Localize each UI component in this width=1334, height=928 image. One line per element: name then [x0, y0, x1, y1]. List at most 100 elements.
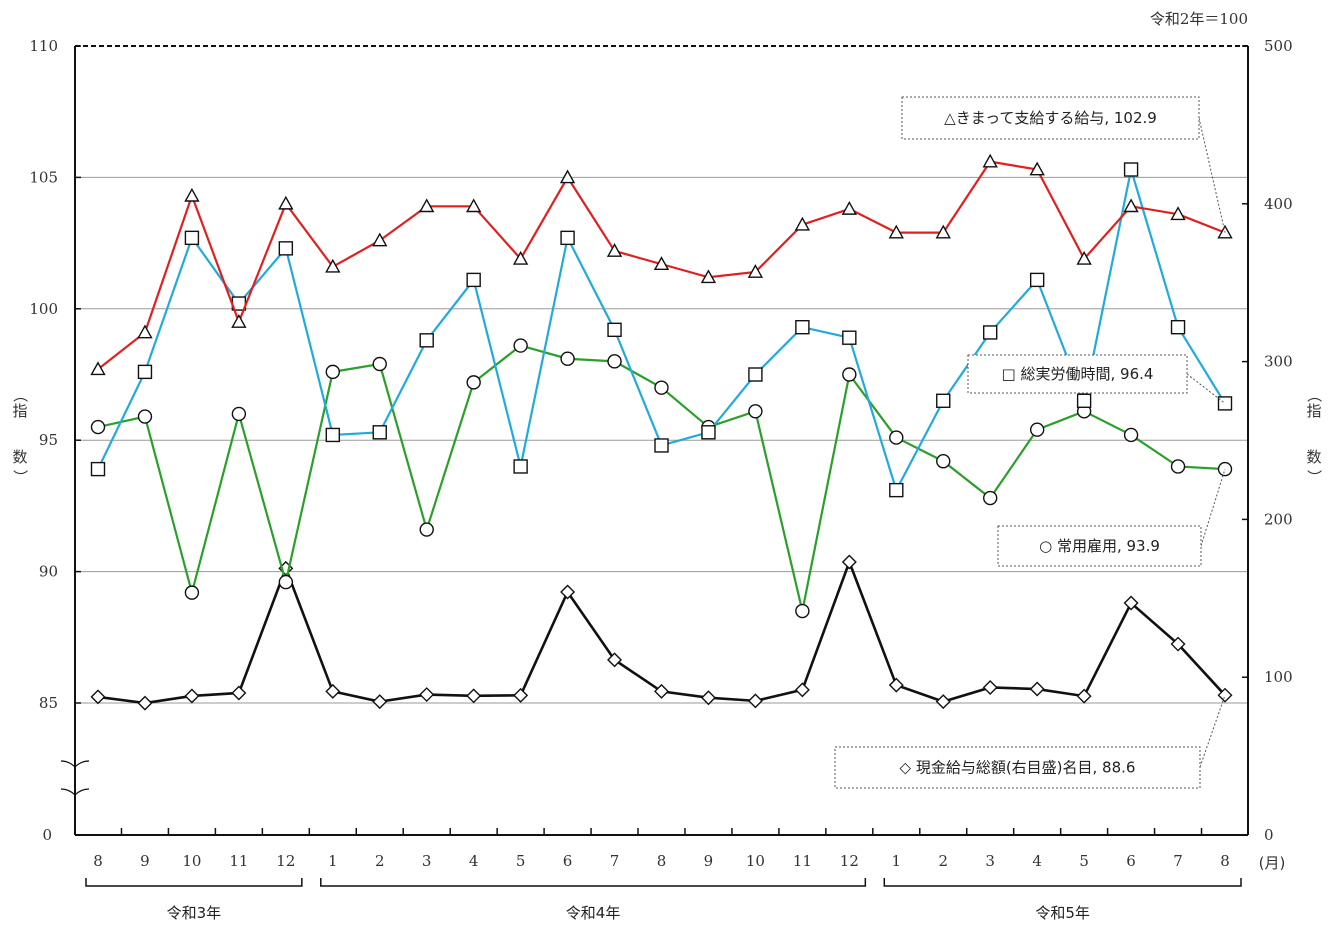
square-marker	[889, 482, 904, 498]
month-label: 1	[892, 852, 902, 870]
year-bracket	[883, 878, 1242, 887]
legend-label: △きまって支給する給与, 102.9	[944, 109, 1157, 127]
diamond-marker	[419, 687, 435, 703]
legend-box	[967, 354, 1188, 394]
legend-leader-line	[1198, 117, 1226, 233]
triangle-marker	[465, 198, 482, 213]
month-label: 10	[746, 852, 765, 870]
diamond-marker	[372, 694, 388, 710]
circle-marker	[936, 454, 951, 469]
triangle-marker	[137, 324, 153, 339]
axis-break-mark	[60, 760, 90, 768]
diamond-marker	[325, 683, 341, 699]
circle-marker	[419, 522, 434, 537]
series-triangle	[90, 153, 1233, 376]
series-circle	[90, 338, 1233, 619]
circle-marker	[372, 356, 387, 372]
svg-text:（: （	[11, 387, 29, 402]
diamond-marker	[607, 652, 623, 668]
diamond-marker	[231, 685, 247, 701]
legend-triangle: △きまって支給する給与, 102.9	[901, 96, 1226, 233]
square-marker	[278, 241, 294, 256]
diamond-marker	[1170, 636, 1186, 652]
legend-label: ◇ 現金給与総額(右目盛)名目, 88.6	[900, 759, 1136, 777]
square-marker	[1123, 162, 1139, 177]
index-base-note: 令和2年＝100	[1150, 10, 1248, 28]
triangle-marker	[653, 256, 670, 271]
month-label: 8	[1220, 852, 1230, 870]
legend-box	[901, 96, 1200, 140]
month-label: 3	[985, 852, 995, 870]
square-marker	[654, 438, 669, 453]
month-label: 9	[140, 852, 150, 870]
triangle-marker	[419, 198, 435, 213]
circle-marker	[137, 409, 153, 424]
svg-text:）: ）	[11, 469, 29, 484]
month-label: 3	[422, 852, 432, 870]
diamond-marker	[513, 687, 529, 703]
circle-marker	[325, 364, 340, 380]
series-line	[97, 558, 1226, 705]
left-tick-label: 110	[29, 37, 58, 55]
triangle-marker	[841, 200, 858, 215]
circle-marker	[654, 380, 669, 395]
circle-marker	[513, 338, 528, 353]
right-tick-label: 200	[1264, 510, 1293, 528]
square-marker	[372, 425, 387, 440]
month-label: 6	[563, 852, 573, 870]
diamond-marker	[184, 688, 200, 704]
diamond-marker	[888, 677, 904, 693]
year-bracket	[320, 878, 867, 887]
circle-marker	[560, 351, 575, 366]
month-label: 2	[938, 852, 948, 870]
month-label: 7	[1173, 852, 1183, 870]
series-lines	[90, 153, 1233, 711]
square-marker	[842, 330, 857, 345]
triangle-marker	[278, 195, 294, 210]
right-tick-label: 0	[1264, 826, 1274, 844]
circle-marker	[842, 367, 857, 382]
circle-marker	[1123, 427, 1139, 443]
legend-leader-line	[1200, 468, 1226, 547]
svg-text:）: ）	[1305, 469, 1323, 484]
square-marker	[701, 425, 716, 440]
right-tick-label: 100	[1264, 668, 1293, 686]
left-tick-label: 100	[29, 300, 58, 318]
square-marker	[184, 230, 200, 246]
svg-text:指: 指	[12, 402, 27, 420]
month-label: 12	[276, 852, 295, 870]
square-marker	[137, 364, 153, 380]
month-label: 5	[516, 852, 526, 870]
circle-marker	[1170, 459, 1186, 474]
year-label: 令和5年	[1035, 904, 1090, 922]
diamond-marker	[137, 695, 153, 711]
circle-marker	[278, 574, 294, 590]
month-label: 12	[840, 852, 859, 870]
square-marker	[466, 272, 481, 288]
series-legends: △きまって支給する給与, 102.9 □ 総実労働時間, 96.4 ○ 常用雇用, …	[834, 96, 1226, 789]
legend-label: ○ 常用雇用, 93.9	[1039, 537, 1160, 555]
triangle-marker	[700, 269, 717, 284]
circle-marker	[748, 404, 763, 419]
axes: 08590951001051100100200300400500（指数）（指数）…	[11, 37, 1323, 922]
diamond-marker	[747, 693, 763, 709]
month-unit-label: (月)	[1259, 854, 1286, 872]
month-label: 9	[704, 852, 714, 870]
month-label: 11	[793, 852, 812, 870]
square-marker	[607, 322, 622, 338]
left-tick-label: 105	[29, 168, 58, 186]
series-diamond	[90, 554, 1233, 711]
diamond-marker	[935, 694, 951, 710]
month-label: 4	[1032, 852, 1042, 870]
square-marker	[1076, 393, 1092, 408]
month-label: 1	[328, 852, 338, 870]
square-marker	[513, 459, 528, 474]
square-marker	[90, 461, 106, 477]
triangle-marker	[559, 169, 576, 184]
diamond-marker	[794, 682, 810, 698]
circle-marker	[889, 430, 904, 445]
diamond-marker	[560, 584, 576, 600]
circle-marker	[607, 354, 622, 369]
triangle-marker	[1029, 161, 1045, 176]
legend-square: □ 総実労働時間, 96.4	[967, 354, 1226, 404]
